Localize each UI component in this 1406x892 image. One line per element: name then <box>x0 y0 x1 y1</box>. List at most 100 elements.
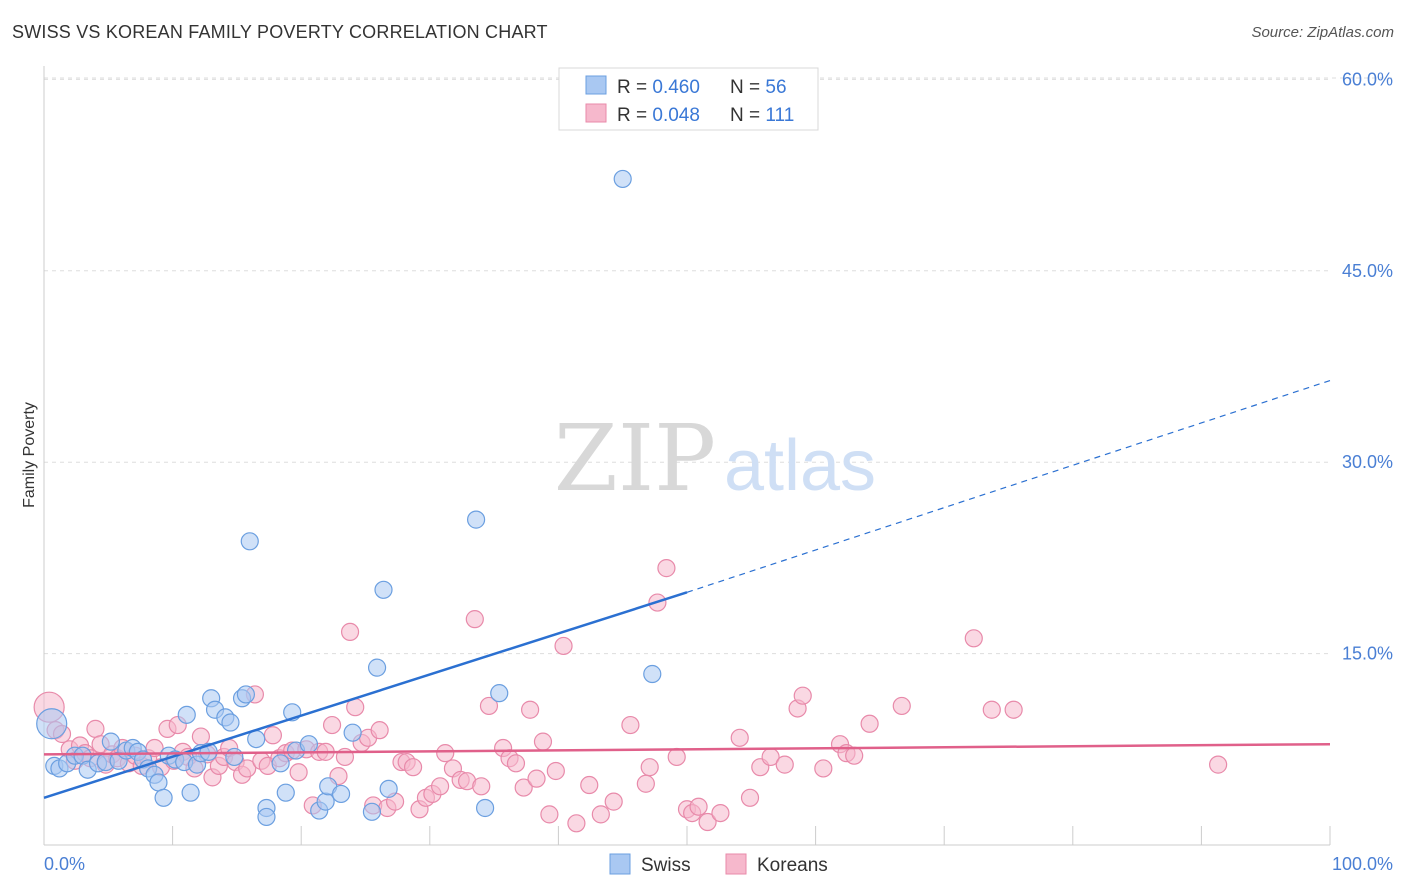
koreans-r-label: R = <box>617 105 652 126</box>
legend-swatch-koreans <box>725 853 747 875</box>
koreans-point-86 <box>621 715 640 735</box>
koreans-point-71 <box>479 696 499 716</box>
swiss-point-47 <box>343 723 362 742</box>
y-axis-label: Family Poverty <box>21 402 38 508</box>
legend-label-koreans: Koreans <box>757 855 828 876</box>
koreans-point-108 <box>860 714 879 733</box>
swiss-trend-extension <box>686 379 1331 593</box>
swiss-point-55 <box>613 169 632 189</box>
y-tick-label-0: 15.0% <box>1342 644 1393 664</box>
y-tick-label-3: 60.0% <box>1342 69 1393 89</box>
swiss-point-39 <box>276 783 295 802</box>
swiss-point-54 <box>490 684 509 703</box>
swiss-point-23 <box>181 783 200 802</box>
swiss-point-46 <box>331 784 351 804</box>
swiss-point-44 <box>316 792 335 811</box>
koreans-point-101 <box>775 755 794 774</box>
koreans-point-98 <box>740 788 760 807</box>
swiss-point-37 <box>257 807 276 827</box>
koreans-point-104 <box>814 759 833 778</box>
koreans-point-97 <box>730 728 749 747</box>
swiss-point-33 <box>236 685 256 704</box>
swiss-n-value: 56 <box>765 77 786 98</box>
chart-title: SWISS VS KOREAN FAMILY POVERTY CORRELATI… <box>12 22 548 42</box>
swiss-r-value: 0.460 <box>652 77 700 98</box>
swiss-point-49 <box>367 658 387 677</box>
koreans-point-110 <box>964 629 983 648</box>
swiss-point-38 <box>271 754 290 773</box>
koreans-point-42 <box>289 763 308 782</box>
koreans-point-81 <box>554 636 573 656</box>
koreans-point-78 <box>533 732 553 751</box>
koreans-point-109 <box>892 696 911 716</box>
swiss-point-51 <box>379 779 398 798</box>
koreans-point-107 <box>845 746 864 765</box>
svg-text:R = 0.048: R = 0.048 <box>617 105 700 126</box>
trend-lines <box>43 379 1331 799</box>
koreans-point-111 <box>982 700 1001 719</box>
legend-swatch-swiss <box>609 853 631 875</box>
svg-text:N = 56: N = 56 <box>730 77 787 98</box>
x-tick-label-0: 0.0% <box>44 854 85 874</box>
svg-text:R = 0.460: R = 0.460 <box>617 77 700 98</box>
koreans-point-90 <box>657 559 676 578</box>
koreans-point-87 <box>636 774 655 793</box>
y-tick-label-2: 45.0% <box>1342 261 1393 281</box>
koreans-point-47 <box>322 715 342 735</box>
koreans-point-112 <box>1004 700 1023 719</box>
koreans-point-69 <box>465 610 484 629</box>
swiss-point-48 <box>362 802 382 821</box>
swiss-point-52 <box>466 510 486 529</box>
swiss-point-53 <box>475 798 495 818</box>
koreans-point-65 <box>436 744 455 763</box>
koreans-point-83 <box>580 775 599 795</box>
koreans-point-103 <box>793 686 812 705</box>
koreans-point-26 <box>191 727 210 746</box>
koreans-point-94 <box>689 797 708 816</box>
koreans-trend-line <box>43 742 1331 756</box>
koreans-point-95 <box>698 812 717 832</box>
swiss-point-50 <box>374 580 393 599</box>
koreans-point-80 <box>546 761 565 781</box>
bottom-legend: Swiss Koreans <box>609 853 828 876</box>
koreans-r-value: 0.048 <box>652 105 700 126</box>
swiss-point-30 <box>221 713 240 732</box>
stats-legend: R = 0.460 N = 56 R = 0.048 N = 111 <box>558 67 819 131</box>
swiss-point-0 <box>36 708 68 740</box>
koreans-point-8 <box>86 719 105 738</box>
koreans-point-76 <box>521 700 540 719</box>
svg-text:N = 111: N = 111 <box>730 105 794 126</box>
swiss-point-31 <box>225 747 244 767</box>
swiss-n-label: N = <box>730 77 765 98</box>
swiss-point-9 <box>101 732 120 751</box>
watermark: ZIP atlas <box>554 405 876 512</box>
koreans-point-91 <box>667 747 686 767</box>
swiss-point-56 <box>643 664 662 684</box>
swiss-point-22 <box>177 705 196 724</box>
koreans-legend-swatch <box>585 103 607 123</box>
koreans-point-55 <box>370 721 389 740</box>
koreans-point-64 <box>430 777 450 796</box>
watermark-zip: ZIP <box>554 405 716 512</box>
koreans-n-value: 111 <box>765 105 794 126</box>
koreans-point-34 <box>238 759 257 778</box>
swiss-legend-swatch <box>585 75 607 95</box>
koreans-point-38 <box>263 726 283 745</box>
grid-lines <box>44 77 1395 655</box>
swiss-point-17 <box>149 773 168 792</box>
koreans-point-79 <box>540 805 559 824</box>
y-tick-label-1: 30.0% <box>1342 452 1393 472</box>
watermark-atlas: atlas <box>724 426 876 506</box>
koreans-point-85 <box>604 792 623 811</box>
koreans-point-75 <box>514 778 533 797</box>
koreans-point-113 <box>1209 755 1228 774</box>
swiss-points <box>36 169 662 827</box>
source-credit: Source: ZipAtlas.com <box>1251 24 1394 41</box>
swiss-trend-line <box>43 591 688 799</box>
koreans-point-60 <box>403 758 423 777</box>
swiss-point-42 <box>299 735 319 754</box>
koreans-point-74 <box>506 754 526 773</box>
tick-labels: 15.0% 30.0% 45.0% 60.0% 0.0% 100.0% <box>44 69 1393 874</box>
koreans-point-77 <box>527 769 546 788</box>
